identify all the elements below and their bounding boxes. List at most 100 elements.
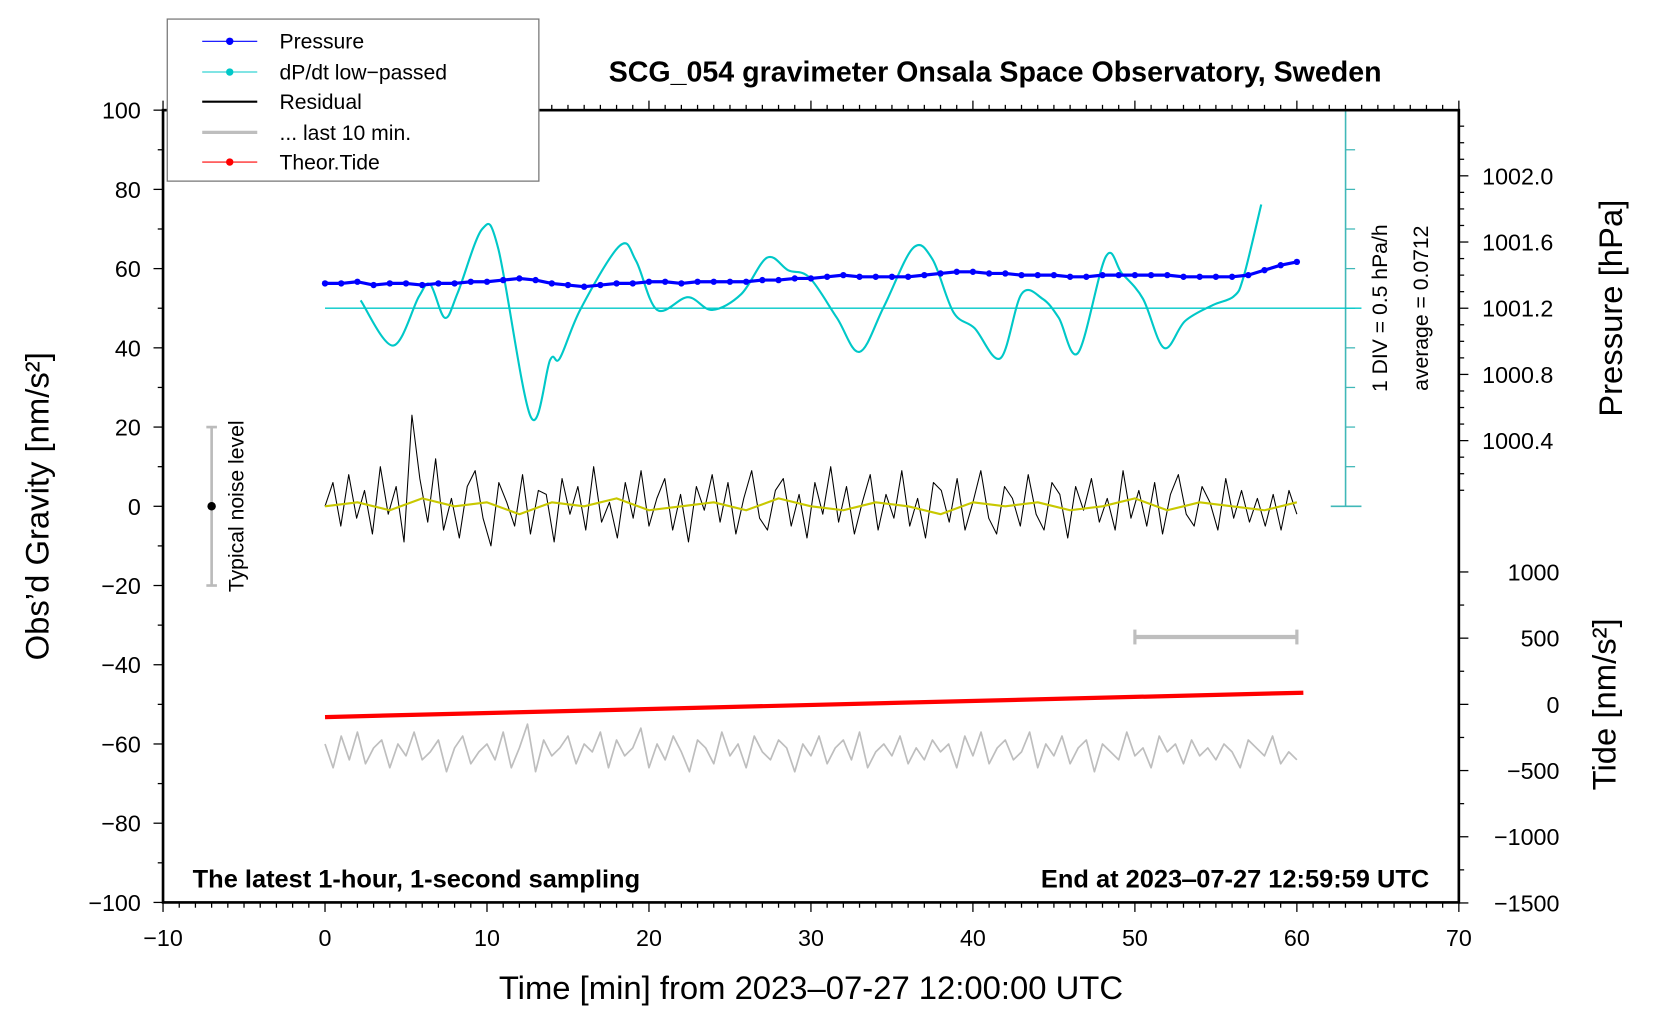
pressure-point: [483, 278, 491, 285]
pressure-point: [726, 278, 734, 285]
pressure-point: [1212, 273, 1220, 280]
annotation-end-time: End at 2023‒07‑27 12:59:59 UTC: [1041, 866, 1429, 894]
y-axis-label-pressure: Pressure [hPa]: [1592, 200, 1629, 417]
pressure-point: [888, 273, 896, 280]
x-tick-label: 70: [1446, 925, 1472, 951]
plot-frame: [161, 108, 1461, 904]
pressure-point: [775, 276, 782, 284]
legend-last10-label: ... last 10 min.: [279, 122, 411, 145]
pressure-point: [985, 270, 993, 277]
pressure-point: [791, 275, 798, 282]
pressure-tick-label: 1000.4: [1482, 428, 1553, 454]
pressure-point: [386, 280, 393, 287]
pressure-point: [1115, 271, 1122, 279]
pressure-point: [629, 280, 636, 287]
pressure-point: [840, 271, 847, 279]
pressure-point: [548, 280, 555, 287]
tide-tick-label: 0: [1546, 692, 1559, 718]
pressure-point: [1083, 273, 1090, 280]
x-axis-label: Time [min] from 2023‒07‑27 12:00:00 UTC: [499, 969, 1123, 1006]
pressure-point: [532, 276, 539, 284]
y-tick-label: 0: [128, 494, 141, 520]
pressure-point: [516, 275, 523, 282]
legend: Pressure dP/dt low−passed Residual ... l…: [166, 18, 540, 182]
legend-box: [166, 18, 540, 182]
pressure-point: [1034, 271, 1041, 279]
x-tick-label: 40: [960, 925, 986, 951]
tide-tick-label: −1000: [1494, 824, 1559, 850]
x-tick-label: 0: [319, 925, 332, 951]
y-tick-label: −40: [101, 652, 141, 678]
pressure-point: [1293, 258, 1301, 266]
pressure-point: [1277, 262, 1284, 269]
pressure-point: [1050, 271, 1058, 279]
pressure-point: [419, 281, 426, 289]
pressure-point: [823, 273, 831, 280]
pressure-point: [921, 271, 928, 279]
pressure-point: [742, 278, 750, 285]
pressure-point: [953, 268, 960, 275]
pressure-point: [467, 278, 474, 285]
dpdt-average-label: average = 0.0712: [1410, 226, 1433, 391]
pressure-point: [678, 280, 685, 287]
y-axis-label-tide: Tide [nm/s²]: [1586, 618, 1623, 790]
x-tick-label: 20: [636, 925, 662, 951]
residual-smoothed-line: [324, 497, 1298, 516]
pressure-point: [1002, 270, 1009, 277]
pressure-point: [856, 273, 863, 280]
pressure-point: [1228, 273, 1236, 280]
y-tick-label: 60: [115, 256, 141, 282]
x-tick-label: 10: [474, 925, 500, 951]
pressure-point: [581, 283, 588, 290]
pressure-point: [759, 276, 766, 284]
residual-line: [324, 414, 1298, 547]
tide-tick-label: −1500: [1494, 890, 1559, 916]
legend-residual-label: Residual: [279, 91, 361, 114]
pressure-point: [1245, 271, 1252, 279]
pressure-point: [1180, 273, 1187, 280]
y-tick-label: 40: [115, 335, 141, 361]
pressure-point: [645, 278, 653, 285]
y-tick-label: −100: [88, 890, 140, 916]
y-tick-label: 80: [115, 177, 141, 203]
tide-tick-label: −500: [1507, 758, 1559, 784]
annotation-sampling: The latest 1‑hour, 1‑second sampling: [193, 866, 640, 894]
legend-pressure-label: Pressure: [279, 31, 364, 54]
last10-line: [324, 723, 1298, 773]
pressure-point: [937, 270, 944, 277]
pressure-point: [1066, 273, 1074, 280]
pressure-point: [354, 278, 361, 285]
pressure-point: [597, 281, 604, 289]
pressure-point: [1099, 271, 1106, 279]
tide-line: [324, 690, 1304, 720]
pressure-point: [451, 280, 458, 287]
pressure-point: [904, 273, 912, 280]
pressure-point: [435, 280, 442, 287]
y-tick-label: −80: [101, 811, 141, 837]
legend-tide-label: Theor.Tide: [279, 151, 379, 174]
pressure-point: [370, 281, 377, 289]
x-tick-label: −10: [143, 925, 183, 951]
pressure-point: [1261, 266, 1268, 274]
pressure-point: [500, 276, 507, 284]
y-tick-label: 20: [115, 415, 141, 441]
legend-dpdt-label: dP/dt low−passed: [279, 61, 447, 84]
y-tick-label: −60: [101, 731, 141, 757]
y-tick-label: 100: [102, 98, 141, 124]
y-tick-label: −20: [101, 573, 141, 599]
tide-tick-label: 1000: [1508, 559, 1560, 585]
pressure-tick-label: 1000.8: [1482, 362, 1553, 388]
pressure-tick-label: 1001.2: [1482, 296, 1553, 322]
y-axis-label-left: Obs’d Gravity [nm/s²]: [19, 352, 56, 660]
pressure-point: [338, 280, 345, 287]
pressure-point: [1196, 273, 1203, 280]
dpdt-div-label: 1 DIV = 0.5 hPa/h: [1369, 224, 1392, 392]
pressure-point: [1147, 271, 1155, 279]
pressure-point: [564, 281, 572, 289]
pressure-point: [1164, 271, 1171, 279]
pressure-point: [402, 280, 410, 287]
x-tick-label: 30: [798, 925, 824, 951]
pressure-point: [872, 273, 879, 280]
pressure-point: [613, 280, 620, 287]
